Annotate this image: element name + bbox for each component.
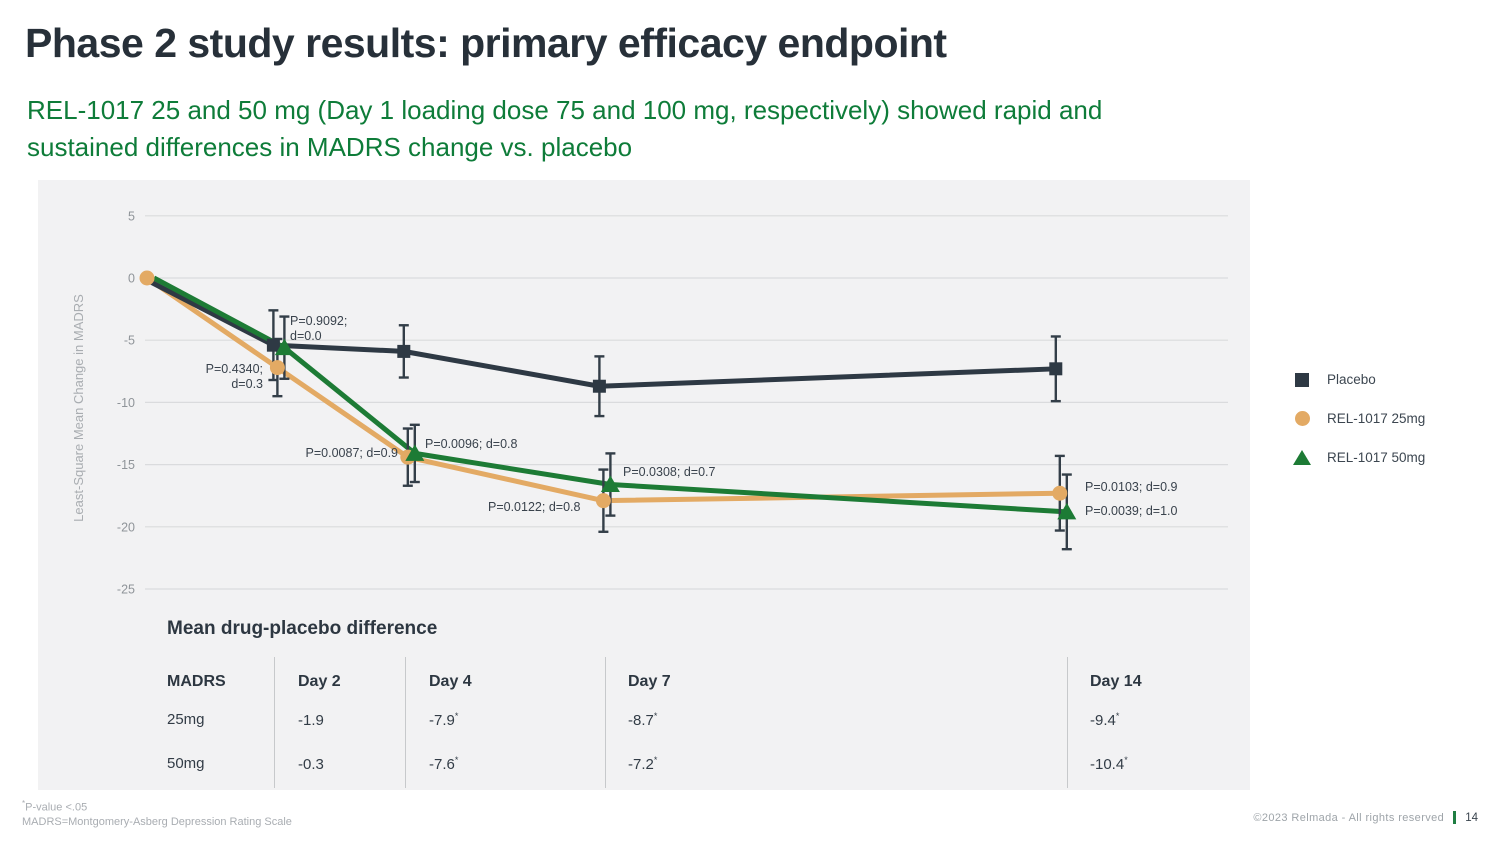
table-header-day2: Day 2 bbox=[298, 673, 341, 690]
y-tick-label: 0 bbox=[128, 272, 135, 286]
table-divider bbox=[605, 657, 606, 788]
triangle-marker bbox=[274, 338, 294, 356]
y-tick-label: -5 bbox=[124, 334, 135, 348]
p-value-annotation: P=0.0096; d=0.8 bbox=[425, 437, 517, 451]
p-value-annotation: P=0.0122; d=0.8 bbox=[488, 500, 580, 514]
square-marker bbox=[592, 379, 606, 393]
circle-marker bbox=[269, 360, 285, 376]
y-axis-title: Least-Square Mean Change in MADRS bbox=[71, 294, 86, 522]
circle-marker bbox=[139, 270, 155, 286]
p-value-annotation: P=0.0039; d=1.0 bbox=[1085, 504, 1177, 518]
table-title: Mean drug-placebo difference bbox=[167, 618, 438, 639]
square-marker bbox=[266, 338, 280, 352]
triangle-marker bbox=[600, 475, 620, 493]
p-value-annotation: d=0.0 bbox=[290, 329, 322, 343]
table-cell: -9.4* bbox=[1090, 711, 1120, 729]
y-tick-label: 5 bbox=[128, 209, 135, 223]
legend-item-50mg: REL-1017 50mg bbox=[1292, 450, 1425, 465]
table-cell: -8.7* bbox=[628, 711, 658, 729]
table-header-day14: Day 14 bbox=[1090, 673, 1142, 690]
table-row-label-50mg: 50mg bbox=[167, 755, 205, 772]
square-marker bbox=[397, 344, 411, 358]
legend-item-placebo: Placebo bbox=[1292, 372, 1425, 387]
legend-label: REL-1017 50mg bbox=[1327, 450, 1426, 465]
p-value-annotation: P=0.0087; d=0.9 bbox=[306, 446, 398, 460]
rel50-triangle-icon bbox=[1292, 450, 1312, 465]
table-cell: -7.6* bbox=[429, 755, 459, 773]
table-row-label-25mg: 25mg bbox=[167, 711, 205, 728]
subtitle-line-2: sustained differences in MADRS change vs… bbox=[27, 132, 633, 162]
table-header-day7: Day 7 bbox=[628, 673, 671, 690]
footnote-pvalue: *P-value <.05 bbox=[22, 799, 88, 814]
copyright-text: ©2023 Relmada - All rights reserved bbox=[1253, 811, 1445, 824]
subtitle-line-1: REL-1017 25 and 50 mg (Day 1 loading dos… bbox=[27, 95, 1103, 125]
page-separator bbox=[1453, 811, 1457, 824]
table-cell: -7.2* bbox=[628, 755, 658, 773]
circle-marker bbox=[595, 493, 611, 509]
footer: ©2023 Relmada - All rights reserved 14 bbox=[1253, 811, 1478, 824]
y-tick-label: -15 bbox=[117, 458, 135, 472]
page-number: 14 bbox=[1465, 811, 1478, 824]
p-value-annotation: d=0.3 bbox=[231, 377, 263, 391]
table-header-madrs: MADRS bbox=[167, 673, 226, 690]
legend-label: Placebo bbox=[1327, 372, 1376, 387]
chart-panel: 5 0 -5 -10 -15 -20 -25 Least-Square Mean Change… bbox=[38, 180, 1250, 790]
triangle-marker bbox=[405, 444, 425, 461]
circle-marker bbox=[1052, 485, 1068, 501]
table-cell: -0.3 bbox=[298, 756, 324, 773]
y-tick-label: -25 bbox=[117, 583, 135, 597]
page-title: Phase 2 study results: primary efficacy … bbox=[25, 20, 947, 66]
footnote-madrs: MADRS=Montgomery-Asberg Depression Ratin… bbox=[22, 815, 292, 828]
table-cell: -7.9* bbox=[429, 711, 459, 729]
p-value-annotation: P=0.4340; bbox=[206, 362, 263, 376]
legend-item-25mg: REL-1017 25mg bbox=[1292, 411, 1425, 426]
p-value-annotation: P=0.0103; d=0.9 bbox=[1085, 480, 1177, 494]
triangle-marker bbox=[1057, 502, 1077, 520]
y-tick-label: -20 bbox=[117, 520, 135, 534]
square-marker bbox=[1049, 362, 1063, 376]
madrs-line-chart: 5 0 -5 -10 -15 -20 -25 Least-Square Mean Change… bbox=[71, 209, 1228, 597]
table-cell: -1.9 bbox=[298, 712, 324, 729]
table-cell: -10.4* bbox=[1090, 755, 1128, 773]
subtitle: REL-1017 25 and 50 mg (Day 1 loading dos… bbox=[27, 92, 1267, 166]
chart-legend: Placebo REL-1017 25mg REL-1017 50mg bbox=[1292, 372, 1425, 465]
legend-label: REL-1017 25mg bbox=[1327, 411, 1426, 426]
table-divider bbox=[274, 657, 275, 788]
table-header-day4: Day 4 bbox=[429, 673, 472, 690]
table-divider bbox=[1067, 657, 1068, 788]
p-value-annotation: P=0.9092; bbox=[290, 314, 347, 328]
rel25-circle-icon bbox=[1292, 411, 1312, 426]
footnotes: *P-value <.05 MADRS=Montgomery-Asberg De… bbox=[22, 797, 292, 829]
table-divider bbox=[405, 657, 406, 788]
y-tick-label: -10 bbox=[117, 396, 135, 410]
placebo-square-icon bbox=[1292, 372, 1312, 387]
p-value-annotation: P=0.0308; d=0.7 bbox=[623, 465, 715, 479]
